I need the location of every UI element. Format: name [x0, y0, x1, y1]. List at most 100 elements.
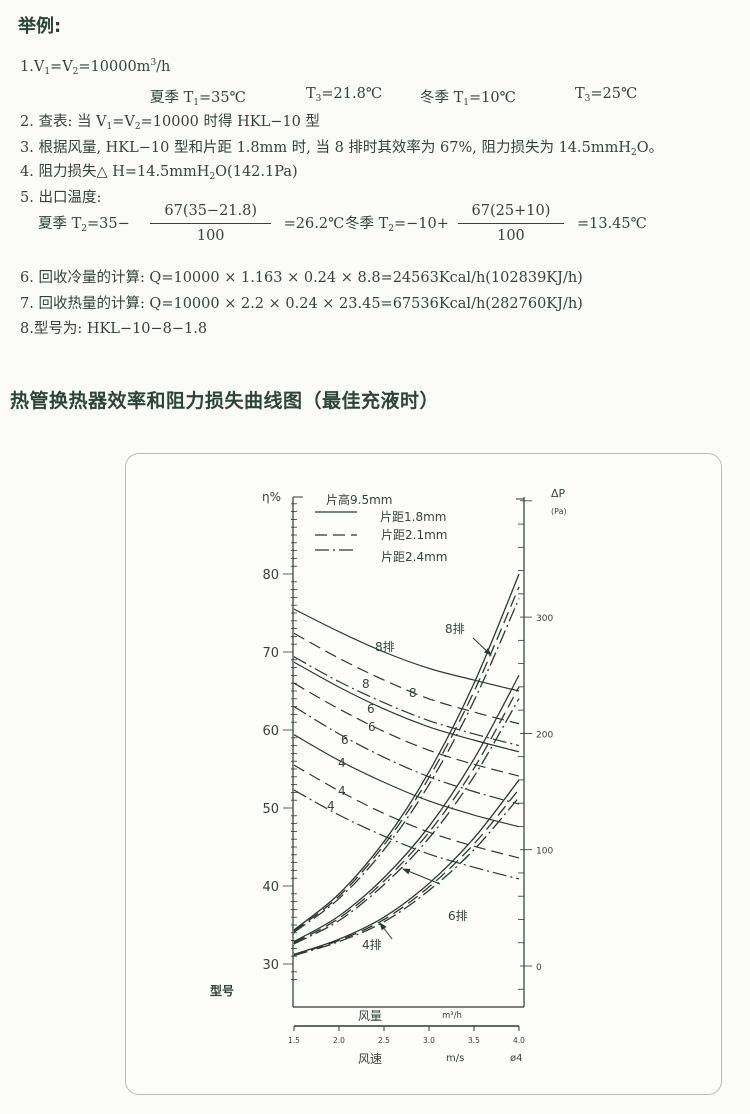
efficiency-curve-4-rows-dashdot	[293, 789, 520, 880]
pressure-curve-4-rows-dashdot	[293, 796, 520, 957]
example-line-8: 8.型号为: HKL−10−8−1.8	[20, 317, 207, 338]
subscript: 1	[44, 67, 51, 77]
winter-fraction: 67(25+10) 100	[457, 203, 565, 244]
winter-denominator: 100	[497, 228, 525, 244]
x-axis-tick-label: 2.5	[378, 1036, 390, 1045]
text-run: =10℃	[469, 90, 516, 106]
annotation-eff-6b: 6	[368, 720, 376, 734]
example-line-5: 5. 出口温度:	[20, 186, 101, 207]
pressure-curve-6-rows-solid	[293, 674, 520, 943]
winter-numerator: 67(25+10)	[457, 203, 565, 224]
example-heading: 举例:	[18, 16, 62, 37]
summer-numerator: 67(35−21.8)	[150, 203, 272, 224]
subscript: 3	[315, 94, 322, 104]
pressure-curve-4-rows-solid	[293, 779, 520, 955]
text-run: =25℃	[590, 86, 638, 102]
pressure-curve-6-rows-dashed	[293, 686, 520, 944]
winter-result: =13.45℃	[576, 215, 647, 232]
text-run: 冬季 T	[345, 215, 389, 232]
text-run: 1.V	[20, 59, 45, 75]
left-axis-label: η%	[262, 490, 281, 504]
right-axis-unit: (Pa)	[551, 507, 567, 516]
text-run: T	[306, 86, 316, 102]
annotation-dp-8-rows: 8排	[445, 622, 465, 636]
efficiency-curve-8-rows-dashdot	[293, 656, 520, 747]
efficiency-curve-6-rows-solid	[293, 661, 520, 753]
legend-label-solid: 片距1.8mm	[380, 510, 446, 524]
subscript: 2	[631, 148, 637, 158]
efficiency-curve-4-rows-solid	[293, 734, 520, 828]
text-run: 2. 查表: 当 V	[20, 114, 107, 130]
legend-title: 片高9.5mm	[326, 492, 392, 507]
annotation-eff-4a: 4	[338, 756, 346, 770]
pressure-curve-4-rows-dashed	[293, 788, 520, 956]
pressure-curve-8-rows-dashdot	[293, 598, 520, 933]
text-run: =35℃	[199, 90, 246, 106]
chart-frame	[125, 453, 722, 1095]
example-line-2: 2. 查表: 当 V1=V2=10000 时得 HKL−10 型	[20, 110, 320, 132]
text-run: O(142.1Pa)	[215, 164, 298, 180]
efficiency-curve-8-rows-dashed	[293, 632, 520, 725]
pressure-curve-6-rows-dashdot	[293, 698, 520, 945]
chart-title: 热管换热器效率和阻力损失曲线图（最佳充液时）	[10, 390, 440, 412]
summer-result: =26.2℃	[283, 215, 345, 232]
model-label: 型号	[210, 983, 234, 998]
subscript: 1	[106, 122, 113, 132]
x-axis-tick-label: 1.5	[288, 1036, 300, 1045]
annotation-eff-8a: 8	[362, 677, 370, 691]
text-run: T	[575, 86, 585, 102]
x-axis-tick-label: 4.0	[513, 1036, 525, 1045]
summer-denominator: 100	[196, 228, 225, 244]
text-run: 冬季 T	[420, 90, 464, 106]
efficiency-curve-6-rows-dashdot	[293, 706, 520, 805]
text-run: =21.8℃	[321, 86, 383, 102]
text-run: /h	[156, 59, 171, 75]
text-run: 7. 回收热量的计算: Q=10000 × 2.2 × 0.24 × 23.45…	[20, 296, 583, 312]
left-axis-tick-label: 80	[262, 568, 279, 583]
annotation-dp-6-rows: 6排	[448, 909, 468, 923]
winter-outlet-formula: 冬季 T2=−10+ 67(25+10) 100 =13.45℃	[345, 203, 647, 244]
subscript: 2	[81, 223, 88, 234]
text-run: 8.型号为: HKL−10−8−1.8	[20, 321, 208, 337]
left-axis-tick-label: 60	[262, 724, 279, 739]
example-line-3: 3. 根据风量, HKL−10 型和片距 1.8mm 时, 当 8 排时其效率为…	[20, 136, 663, 158]
x-axis-note: ø4	[510, 1053, 522, 1064]
x-axis-tick-label: 3.0	[423, 1036, 435, 1045]
subscript: 2	[72, 67, 79, 77]
efficiency-curve-8-rows-solid	[293, 608, 520, 692]
example-line-7: 7. 回收热量的计算: Q=10000 × 2.2 × 0.24 × 23.45…	[20, 292, 583, 313]
example-line-4: 4. 阻力损失△ H=14.5mmH2O(142.1Pa)	[20, 160, 298, 182]
text-run: 5. 出口温度:	[20, 190, 102, 206]
x-axis-unit: m/s	[446, 1053, 464, 1064]
annotation-dp-4-rows: 4排	[362, 938, 382, 952]
x-axis-label: 风速	[358, 1052, 382, 1066]
annotation-eff-4c: 4	[327, 799, 335, 813]
text-run: =10000 时得 HKL−10 型	[140, 114, 320, 130]
efficiency-curve-6-rows-dashed	[293, 682, 520, 777]
subscript: 2	[209, 172, 216, 182]
right-axis-tick-label: 0	[536, 963, 542, 973]
x-axis-tick-label: 2.0	[333, 1036, 345, 1045]
annotation-eff-4b: 4	[338, 784, 346, 798]
summer-fraction: 67(35−21.8) 100	[150, 203, 272, 244]
text-run: O。	[636, 140, 664, 156]
left-axis-tick-label: 50	[262, 802, 279, 817]
summer-t1: 夏季 T1=35℃	[150, 86, 246, 108]
pressure-curve-8-rows-solid	[293, 573, 520, 931]
annotation-eff-8-rows: 8排	[375, 640, 395, 654]
winter-t1: 冬季 T1=10℃	[420, 86, 516, 108]
text-run: 夏季 T	[38, 215, 82, 232]
annotation-eff-6a: 6	[367, 702, 375, 716]
example-line-6: 6. 回收冷量的计算: Q=10000 × 1.163 × 0.24 × 8.8…	[20, 266, 583, 287]
left-axis-tick-label: 40	[262, 880, 279, 895]
annotation-eff-6c: 6	[341, 733, 349, 747]
text-run: 夏季 T	[150, 90, 194, 106]
legend-label-dashed: 片距2.1mm	[381, 528, 447, 542]
winter-t3: T3=25℃	[575, 86, 637, 104]
example-line-1: 1.V1=V2=10000m3/h	[20, 58, 170, 77]
text-run: 6. 回收冷量的计算: Q=10000 × 1.163 × 0.24 × 8.8…	[20, 270, 583, 286]
x-axis-upper-label: 风量	[358, 1009, 382, 1023]
text-run: =V	[112, 114, 135, 130]
right-axis-tick-label: 300	[536, 614, 553, 624]
